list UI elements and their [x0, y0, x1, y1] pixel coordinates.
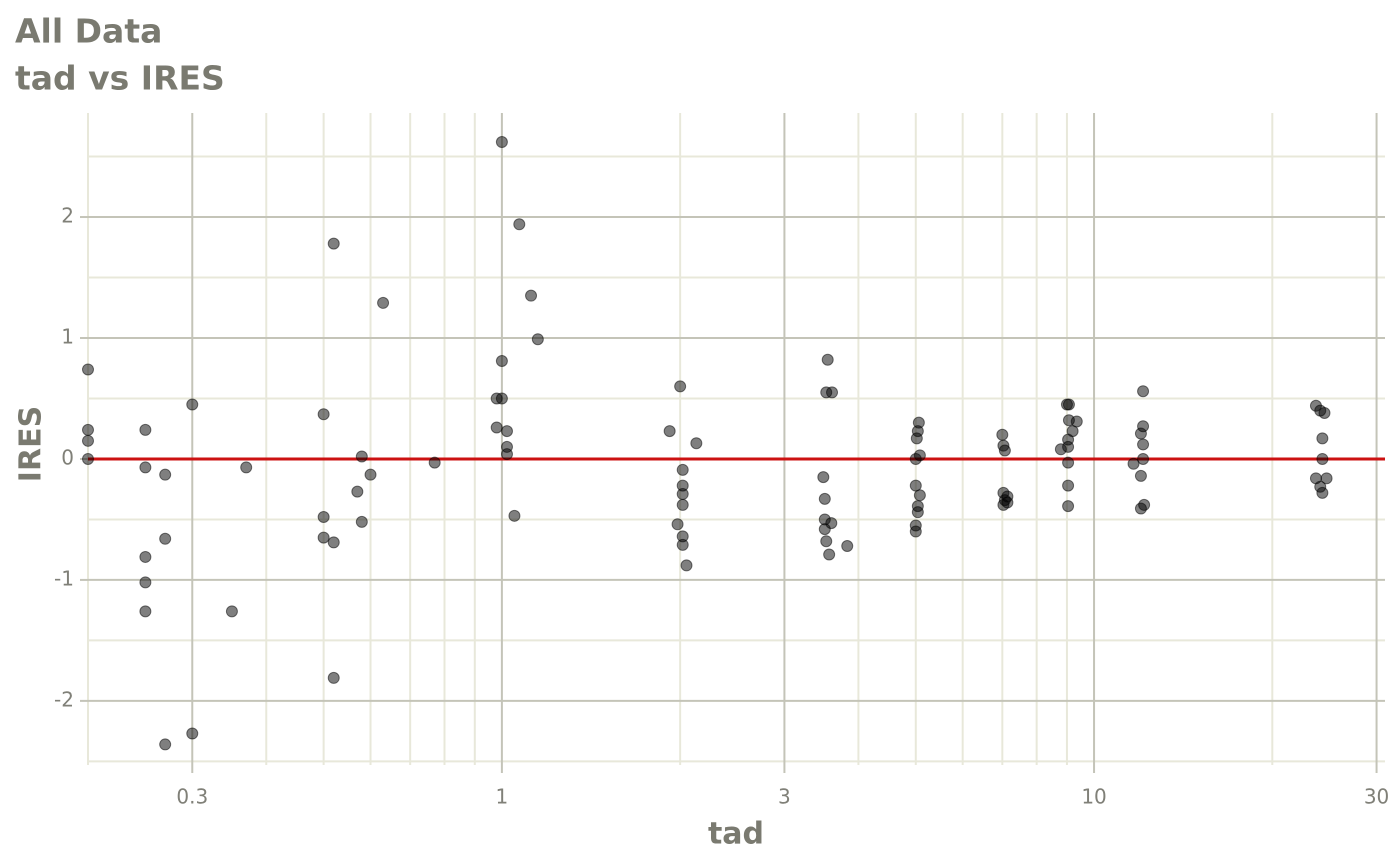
x-tick-label: 30: [1364, 785, 1389, 809]
point: [82, 423, 94, 436]
point: [317, 511, 330, 524]
point: [490, 421, 503, 434]
point: [1062, 479, 1075, 492]
y-tick-label: 1: [61, 324, 74, 348]
chart-subtitle: tad vs IRES: [15, 59, 225, 98]
point: [1127, 457, 1140, 470]
point: [826, 386, 839, 399]
point: [913, 489, 926, 502]
point: [495, 392, 508, 405]
x-axis-label: tad: [708, 817, 764, 852]
point: [139, 461, 152, 474]
point: [1134, 469, 1147, 482]
x-tick-label: 0.3: [176, 785, 208, 809]
point: [508, 509, 521, 522]
point: [317, 408, 330, 421]
y-tick-label: -1: [54, 566, 74, 590]
point: [327, 237, 340, 250]
point: [821, 353, 834, 366]
point: [1137, 385, 1150, 398]
point: [1316, 486, 1329, 499]
point: [1137, 452, 1150, 465]
point: [495, 136, 508, 149]
point: [377, 296, 390, 309]
x-tick-label: 3: [778, 785, 791, 809]
point: [139, 576, 152, 589]
point: [186, 398, 199, 411]
point: [139, 423, 152, 436]
point: [225, 605, 238, 618]
point: [913, 449, 926, 462]
point: [823, 548, 836, 561]
point: [186, 727, 199, 740]
point: [818, 492, 831, 505]
point: [1314, 404, 1327, 417]
point: [911, 500, 924, 513]
point: [841, 540, 854, 553]
point: [364, 468, 377, 481]
point: [1062, 398, 1075, 411]
point: [663, 425, 676, 438]
point: [317, 531, 330, 544]
point: [1062, 500, 1075, 513]
point: [676, 463, 689, 476]
point: [671, 518, 684, 531]
point: [240, 461, 253, 474]
y-axis-label: IRES: [14, 406, 49, 482]
point: [1070, 415, 1083, 428]
y-tick-label: 2: [61, 204, 74, 228]
point: [355, 515, 368, 528]
point: [495, 354, 508, 367]
point: [1320, 472, 1333, 485]
point: [1062, 440, 1075, 453]
point: [996, 428, 1009, 441]
y-tick-label: -2: [54, 687, 74, 711]
point: [327, 671, 340, 684]
point: [1001, 496, 1014, 509]
point: [1137, 420, 1150, 433]
point: [159, 468, 172, 481]
point: [500, 448, 513, 461]
point: [159, 532, 172, 545]
x-tick-label: 10: [1081, 785, 1106, 809]
point: [1137, 438, 1150, 451]
point: [82, 363, 94, 376]
point: [674, 380, 687, 393]
point: [912, 416, 925, 429]
point: [355, 450, 368, 463]
point: [1062, 456, 1075, 469]
point: [139, 605, 152, 618]
point: [817, 471, 830, 484]
chart-title: All Data: [15, 12, 162, 51]
point: [690, 437, 703, 450]
point: [680, 559, 693, 572]
point: [159, 738, 172, 751]
point: [351, 485, 364, 498]
point: [531, 333, 544, 346]
point: [82, 434, 94, 447]
x-tick-label: 1: [496, 785, 509, 809]
point: [139, 550, 152, 563]
point: [676, 498, 689, 511]
point: [1138, 498, 1151, 511]
point: [820, 535, 833, 548]
point: [327, 536, 340, 549]
point: [676, 538, 689, 551]
point: [82, 452, 94, 465]
point: [1316, 432, 1329, 445]
point: [1316, 452, 1329, 465]
y-tick-label: 0: [61, 445, 74, 469]
point: [825, 517, 838, 530]
point: [513, 218, 526, 231]
point: [998, 444, 1011, 457]
point: [909, 525, 922, 538]
point: [428, 456, 441, 469]
point: [676, 488, 689, 501]
point: [500, 425, 513, 438]
point: [525, 289, 538, 302]
